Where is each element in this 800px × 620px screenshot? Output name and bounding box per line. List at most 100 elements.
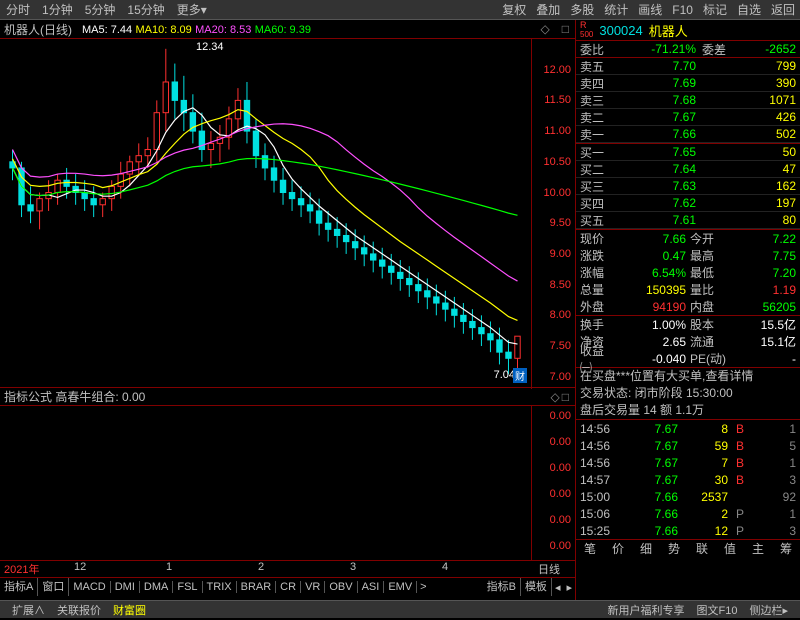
- ma-indicator: MA20: 8.53: [195, 24, 251, 36]
- orderbook-row: 买四 7.62 197: [576, 195, 800, 212]
- orderbook-row: 买五 7.61 80: [576, 212, 800, 229]
- tool-button[interactable]: 画线: [633, 3, 667, 17]
- fundamental-row: 换手1.00% 股本15.5亿: [576, 316, 800, 333]
- tool-button[interactable]: 返回: [766, 3, 800, 17]
- indicator-b-label[interactable]: 指标B: [483, 578, 521, 596]
- tool-button[interactable]: 多股: [565, 3, 599, 17]
- minimize-icon[interactable]: ◇: [541, 22, 552, 36]
- finance-icon[interactable]: 财: [513, 368, 527, 383]
- timeframe-button[interactable]: 更多▾: [171, 3, 213, 17]
- top-toolbar: 分时1分钟5分钟15分钟更多▾ 复权叠加多股统计画线F10标记自选返回: [0, 0, 800, 20]
- tool-button[interactable]: 统计: [599, 3, 633, 17]
- bottom-link[interactable]: 新用户福利专享: [602, 605, 691, 617]
- bottom-link[interactable]: 侧边栏▸: [743, 605, 794, 617]
- side-tab[interactable]: 筹: [772, 540, 800, 557]
- side-tab[interactable]: 笔: [576, 540, 604, 557]
- indicator-button[interactable]: CR: [276, 581, 301, 593]
- y-tick: 8.00: [550, 309, 571, 321]
- y-tick: 0.00: [550, 462, 571, 474]
- message-row[interactable]: 交易状态: 闭市阶段 15:30:00: [576, 385, 800, 402]
- tool-button[interactable]: 叠加: [531, 3, 565, 17]
- tick-row: 14:56 7.67 59 B 5: [576, 437, 800, 454]
- sub-header: 指标公式 高春牛组合: 0.00 ◇ □: [0, 388, 575, 406]
- tool-button[interactable]: F10: [667, 3, 698, 17]
- side-tab[interactable]: 主: [744, 540, 772, 557]
- ma-indicator: MA10: 8.09: [135, 24, 191, 36]
- indicator-button[interactable]: DMI: [111, 581, 140, 593]
- time-tick: 12: [70, 561, 162, 577]
- y-tick: 9.00: [550, 248, 571, 260]
- peak-label: 12.34: [196, 41, 224, 53]
- time-axis: 2021年121234 日线: [0, 561, 575, 578]
- tick-row: 15:00 7.66 2537 92: [576, 488, 800, 505]
- tool-button[interactable]: 自选: [732, 3, 766, 17]
- orderbook-row: 买二 7.64 47: [576, 161, 800, 178]
- y-tick: 0.00: [550, 488, 571, 500]
- y-tick: 10.50: [543, 156, 571, 168]
- chart-header: 机器人(日线) MA5: 7.44 MA10: 8.09 MA20: 8.53 …: [0, 20, 575, 38]
- indicator-button[interactable]: DMA: [140, 581, 173, 593]
- stock-title: R500 300024 机器人: [576, 20, 800, 40]
- indicator-a-label[interactable]: 指标A: [0, 578, 38, 596]
- bottom-tab[interactable]: 财富圈: [107, 605, 152, 617]
- price-chart[interactable]: 12.34 7.04 财 12.0011.5011.0010.5010.009.…: [0, 38, 575, 388]
- side-tab[interactable]: 价: [604, 540, 632, 557]
- indicator-button[interactable]: MACD: [69, 581, 110, 593]
- y-tick: 9.50: [550, 217, 571, 229]
- bottom-tab[interactable]: 扩展∧: [6, 605, 51, 617]
- y-tick: 7.00: [550, 371, 571, 383]
- close-icon[interactable]: □: [562, 390, 575, 404]
- quote-row: 涨幅6.54% 最低7.20: [576, 264, 800, 281]
- ma-indicator: MA5: 7.44: [82, 24, 132, 36]
- right-arrow-icon[interactable]: ▸: [563, 581, 575, 594]
- indicator-button[interactable]: OBV: [325, 581, 357, 593]
- left-arrow-icon[interactable]: ◂: [552, 581, 564, 594]
- bottom-tab[interactable]: 关联报价: [51, 605, 107, 617]
- y-tick: 7.50: [550, 340, 571, 352]
- orderbook-row: 卖三 7.68 1071: [576, 92, 800, 109]
- tool-button[interactable]: 标记: [698, 3, 732, 17]
- bottom-link[interactable]: 图文F10: [691, 605, 744, 617]
- orderbook-row: 买一 7.65 50: [576, 144, 800, 161]
- time-tick: 4: [438, 561, 530, 577]
- tick-row: 14:56 7.67 7 B 1: [576, 454, 800, 471]
- y-tick: 11.50: [544, 94, 571, 106]
- ratio-value: -71.21%: [616, 42, 696, 56]
- orderbook-row: 卖四 7.69 390: [576, 75, 800, 92]
- stock-code: 300024: [599, 23, 642, 38]
- indicator-button[interactable]: FSL: [173, 581, 202, 593]
- side-tab[interactable]: 联: [688, 540, 716, 557]
- timeframe-button[interactable]: 1分钟: [36, 3, 79, 17]
- sub-title: 指标公式 高春牛组合: 0.00: [4, 388, 145, 405]
- template-button[interactable]: 模板: [521, 578, 552, 596]
- indicator-button[interactable]: VR: [301, 581, 325, 593]
- indicator-button[interactable]: EMV: [384, 581, 417, 593]
- indicator-button[interactable]: BRAR: [237, 581, 277, 593]
- timeframe-button[interactable]: 分时: [0, 3, 36, 17]
- tick-row: 15:06 7.66 2 P 1: [576, 505, 800, 522]
- timeframe-button[interactable]: 15分钟: [121, 3, 170, 17]
- y-tick: 11.00: [544, 125, 571, 137]
- side-tabs: 笔价细势联值主筹: [576, 539, 800, 557]
- side-tab[interactable]: 细: [632, 540, 660, 557]
- indicator-button[interactable]: TRIX: [203, 581, 237, 593]
- message-row[interactable]: 在买盘***位置有大买单,查看详情: [576, 368, 800, 385]
- side-tab[interactable]: 值: [716, 540, 744, 557]
- indicator-button[interactable]: ASI: [358, 581, 385, 593]
- close-icon[interactable]: □: [562, 22, 575, 36]
- chart-title: 机器人(日线): [4, 21, 72, 38]
- window-button[interactable]: 窗口: [38, 578, 69, 596]
- sub-chart[interactable]: 0.000.000.000.000.000.00: [0, 406, 575, 561]
- diff-value: -2652: [736, 42, 800, 56]
- message-row[interactable]: 盘后交易量 14 额 1.1万: [576, 402, 800, 419]
- tool-button[interactable]: 复权: [497, 3, 531, 17]
- side-tab[interactable]: 势: [660, 540, 688, 557]
- quote-row: 涨跌0.47 最高7.75: [576, 247, 800, 264]
- stock-name: 机器人: [649, 21, 688, 40]
- y-tick: 8.50: [550, 279, 571, 291]
- timeframe-button[interactable]: 5分钟: [79, 3, 122, 17]
- indicator-next-icon[interactable]: >: [417, 581, 429, 593]
- tick-row: 14:56 7.67 8 B 1: [576, 420, 800, 437]
- quote-row: 外盘94190 内盘56205: [576, 298, 800, 315]
- minimize-icon[interactable]: ◇: [551, 390, 562, 404]
